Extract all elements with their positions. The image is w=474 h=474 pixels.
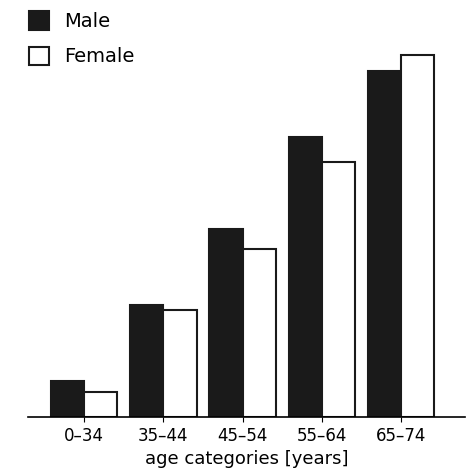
Bar — [243, 249, 276, 417]
Bar — [51, 382, 84, 417]
Bar — [163, 310, 197, 417]
Bar — [289, 137, 322, 417]
Bar — [401, 55, 434, 417]
Bar — [130, 305, 163, 417]
Bar — [209, 228, 243, 417]
Bar — [322, 163, 355, 417]
Bar — [84, 392, 117, 417]
Legend: Male, Female: Male, Female — [29, 11, 135, 66]
X-axis label: age categories [years]: age categories [years] — [145, 450, 348, 468]
Bar — [368, 71, 401, 417]
